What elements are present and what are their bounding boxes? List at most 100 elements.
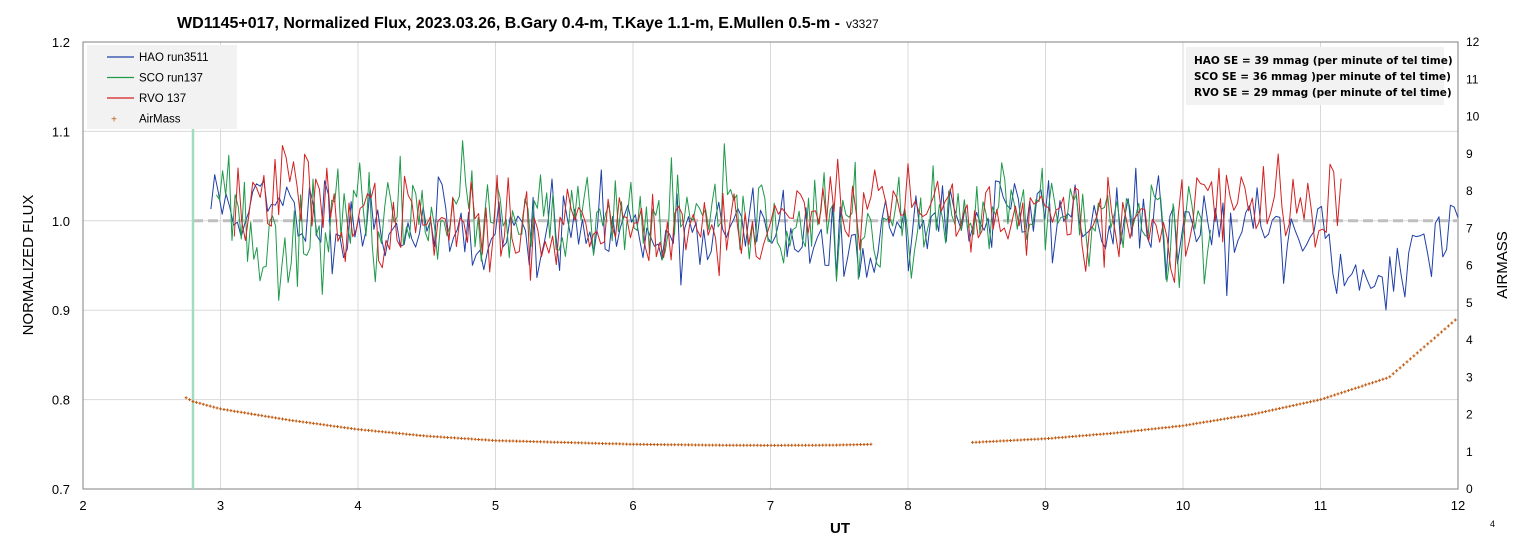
airmass-point-319 xyxy=(1381,377,1385,381)
airmass-point-253 xyxy=(1153,427,1157,431)
airmass-point-236 xyxy=(1095,433,1099,436)
airmass-point-254 xyxy=(1157,426,1161,430)
airmass-point-106 xyxy=(549,440,553,444)
airmass-point-208 xyxy=(998,439,1002,443)
airmass-point-323 xyxy=(1395,369,1399,373)
airmass-point-256 xyxy=(1164,426,1168,430)
airmass-point-315 xyxy=(1367,382,1371,386)
airmass-point-197 xyxy=(862,443,866,446)
airmass-point-85 xyxy=(477,438,481,441)
airmass-point-302 xyxy=(1322,396,1326,400)
airmass-point-71 xyxy=(428,434,432,438)
airmass-point-102 xyxy=(535,440,539,444)
airmass-point-3 xyxy=(194,400,198,404)
airmass-point-234 xyxy=(1088,433,1092,437)
airmass-point-5 xyxy=(201,402,205,406)
airmass-point-248 xyxy=(1136,429,1140,432)
airmass-point-67 xyxy=(415,433,419,437)
airmass-point-241 xyxy=(1112,431,1116,435)
x-tick-5: 7 xyxy=(767,498,774,513)
airmass-point-212 xyxy=(1012,438,1016,442)
airmass-point-335 xyxy=(1436,333,1440,337)
airmass-point-240 xyxy=(1109,431,1112,435)
airmass-point-324 xyxy=(1398,366,1402,370)
airmass-point-199 xyxy=(869,442,873,446)
airmass-point-205 xyxy=(988,440,992,444)
airmass-point-172 xyxy=(776,443,780,447)
airmass-point-294 xyxy=(1295,403,1299,407)
airmass-point-191 xyxy=(841,443,845,447)
airmass-point-114 xyxy=(576,441,580,445)
airmass-point-157 xyxy=(724,443,728,447)
airmass-point-340 xyxy=(1453,318,1457,322)
airmass-point-35 xyxy=(305,420,309,424)
y-tick-4: 1.1 xyxy=(52,124,70,139)
airmass-point-252 xyxy=(1150,427,1154,431)
airmass-point-206 xyxy=(991,439,995,443)
airmass-point-309 xyxy=(1346,389,1350,392)
airmass-point-117 xyxy=(587,441,591,445)
airmass-point-158 xyxy=(728,443,732,447)
airmass-point-332 xyxy=(1426,342,1430,346)
airmass-point-119 xyxy=(594,441,598,445)
airmass-point-47 xyxy=(346,426,350,430)
airmass-point-266 xyxy=(1198,421,1202,425)
y2-tick-5: 5 xyxy=(1466,296,1473,310)
x-axis-label: UT xyxy=(830,520,850,537)
airmass-point-171 xyxy=(773,443,776,447)
x-tick-3: 5 xyxy=(492,498,499,513)
airmass-point-6 xyxy=(205,403,209,407)
airmass-point-318 xyxy=(1377,378,1381,382)
airmass-point-311 xyxy=(1353,386,1357,390)
airmass-point-127 xyxy=(621,442,625,446)
chart-title: WD1145+017, Normalized Flux, 2023.03.26,… xyxy=(177,15,840,32)
airmass-point-128 xyxy=(625,442,629,446)
airmass-point-329 xyxy=(1415,351,1419,355)
airmass-point-174 xyxy=(783,443,787,447)
airmass-point-276 xyxy=(1233,415,1237,419)
airmass-point-316 xyxy=(1371,381,1374,385)
airmass-point-56 xyxy=(377,429,381,433)
airmass-point-61 xyxy=(394,431,398,435)
airmass-point-226 xyxy=(1060,435,1064,439)
y2-tick-1: 1 xyxy=(1466,445,1473,459)
airmass-point-77 xyxy=(449,436,453,440)
y2-tick-2: 2 xyxy=(1466,408,1473,422)
airmass-point-217 xyxy=(1029,437,1033,441)
airmass-point-168 xyxy=(762,443,766,447)
airmass-point-160 xyxy=(735,443,739,447)
y2-tick-4: 4 xyxy=(1466,333,1473,347)
airmass-point-25 xyxy=(270,415,274,419)
airmass-point-338 xyxy=(1446,324,1450,328)
airmass-point-238 xyxy=(1102,432,1106,436)
airmass-point-70 xyxy=(425,434,429,438)
airmass-point-235 xyxy=(1091,433,1095,437)
airmass-point-229 xyxy=(1071,435,1075,438)
airmass-point-90 xyxy=(494,439,498,443)
airmass-point-310 xyxy=(1350,387,1354,391)
airmass-point-16 xyxy=(239,410,243,414)
airmass-point-278 xyxy=(1240,414,1243,418)
airmass-point-337 xyxy=(1443,327,1447,331)
airmass-point-231 xyxy=(1078,434,1081,438)
airmass-point-198 xyxy=(865,442,869,446)
airmass-point-96 xyxy=(515,439,518,443)
airmass-point-249 xyxy=(1140,428,1143,432)
se-annotation-line-rvo: RVO SE = 29 mmag (per minute of tel time… xyxy=(1194,87,1452,99)
grid-lines xyxy=(82,41,1459,490)
airmass-point-296 xyxy=(1302,401,1306,405)
airmass-point-317 xyxy=(1374,380,1378,384)
airmass-point-148 xyxy=(693,443,697,447)
airmass-point-325 xyxy=(1402,363,1405,367)
se-annotation-box xyxy=(1186,47,1444,105)
airmass-point-15 xyxy=(236,410,240,414)
airmass-point-162 xyxy=(742,443,746,447)
airmass-point-4 xyxy=(198,401,202,405)
airmass-point-192 xyxy=(845,443,849,447)
airmass-point-107 xyxy=(552,440,556,444)
airmass-point-237 xyxy=(1098,432,1102,436)
airmass-point-73 xyxy=(435,435,439,439)
airmass-point-135 xyxy=(649,443,653,446)
airmass-point-28 xyxy=(281,417,284,421)
